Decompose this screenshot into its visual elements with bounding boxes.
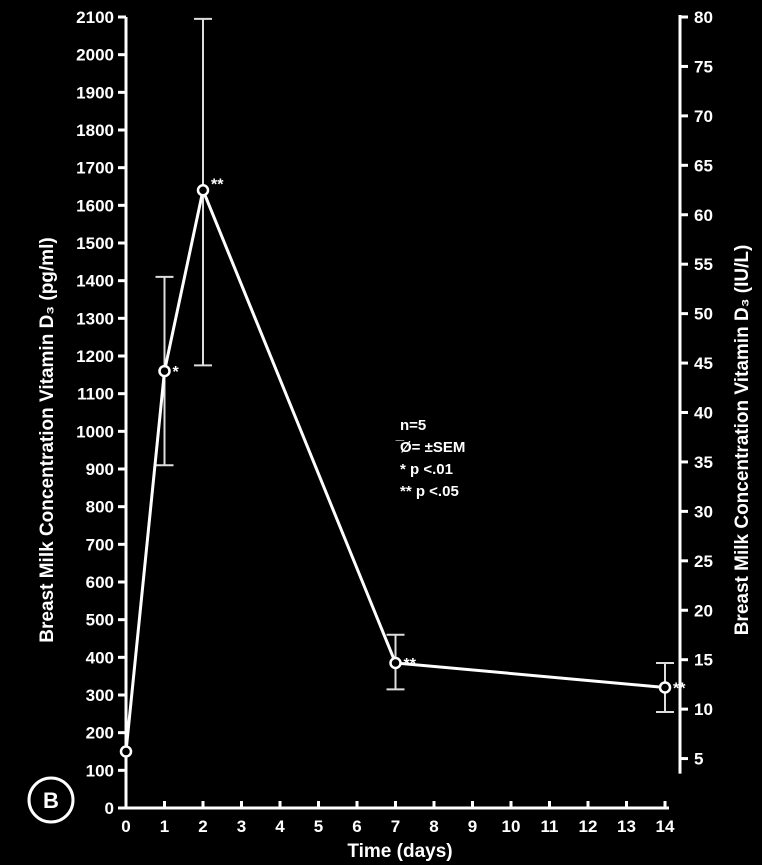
- x-tick-label: 9: [468, 817, 477, 836]
- significance-mark: *: [173, 364, 180, 381]
- panel-label-text: B: [43, 788, 59, 813]
- y-left-tick-label: 1400: [76, 272, 114, 291]
- data-point: [196, 184, 210, 197]
- y-right-tick-label: 55: [694, 255, 713, 274]
- data-point: [389, 656, 402, 670]
- data-point: [158, 364, 171, 378]
- x-tick-label: 6: [352, 817, 361, 836]
- y-right-tick-label: 40: [694, 404, 713, 423]
- plot-area: 0 1 2 3 4 5 6 7 8 9 10 11 12 13 14 0100200300400500600…: [76, 8, 713, 836]
- y-right-tick-label: 65: [694, 156, 713, 175]
- x-tick-label: 8: [429, 817, 438, 836]
- significance-mark: **: [211, 176, 224, 193]
- annotation-line-1: n=5: [400, 417, 426, 434]
- y-right-tick-label: 75: [694, 57, 713, 76]
- x-tick-label: 14: [656, 817, 675, 836]
- x-tick-label: 2: [198, 817, 207, 836]
- y-left-tick-label: 600: [86, 573, 114, 592]
- x-ticks: 0 1 2 3 4 5 6 7 8 9 10 11 12 13 14: [121, 801, 675, 836]
- y-left-tick-label: 0: [105, 799, 114, 818]
- x-tick-label: 7: [391, 817, 400, 836]
- y-axis-left-title: Breast Milk Concentration Vitamin D₃ (pg…: [37, 237, 58, 642]
- y-left-tick-label: 300: [86, 686, 114, 705]
- y-left-tick-label: 1200: [76, 347, 114, 366]
- error-bars: [155, 17, 674, 713]
- y-left-tick-label: 100: [86, 761, 114, 780]
- y-right-tick-label: 45: [694, 354, 713, 373]
- y-left-tick-label: 500: [86, 611, 114, 630]
- y-left-tick-label: 1000: [76, 422, 114, 441]
- x-tick-label: 13: [617, 817, 636, 836]
- panel-label-circle: [27, 776, 75, 824]
- y-right-tick-label: 5: [694, 750, 703, 769]
- y-left-tick-label: 1700: [76, 159, 114, 178]
- y-right-tick-label: 60: [694, 206, 713, 225]
- y-left-tick-label: 200: [86, 724, 114, 743]
- y-left-tick-label: 1900: [76, 83, 114, 102]
- y-left-tick-label: 1100: [77, 385, 114, 404]
- y-right-ticks: 5 10 15 20 25 30 35 40 45 50 55 60 65 70 75 80: [680, 8, 713, 769]
- y-left-tick-label: 1800: [76, 121, 114, 140]
- y-right-tick-label: 10: [694, 700, 713, 719]
- significance-marks: *******: [173, 176, 687, 697]
- x-tick-label: 5: [314, 817, 323, 836]
- y-left-tick-label: 1600: [76, 196, 114, 215]
- y-left-tick-label: 1300: [76, 309, 114, 328]
- annotation-line-4: ** p <.05: [400, 483, 459, 500]
- x-tick-label: 12: [579, 817, 598, 836]
- x-tick-label: 1: [160, 817, 169, 836]
- y-right-tick-label: 80: [694, 8, 713, 27]
- y-axis-right-title: Breast Milk Concentration Vitamin D₃ (IU…: [732, 245, 753, 636]
- data-point: [119, 745, 133, 758]
- panel-label: B: [27, 776, 75, 824]
- y-left-tick-label: 700: [86, 535, 114, 554]
- y-left-tick-label: 400: [86, 648, 114, 667]
- y-left-tick-label: 2100: [76, 8, 114, 27]
- y-left-tick-label: 2000: [76, 46, 114, 65]
- y-right-tick-label: 35: [694, 453, 713, 472]
- x-tick-label: 3: [237, 817, 246, 836]
- y-right-tick-label: 70: [694, 107, 713, 126]
- y-left-ticks: 0 100 200 300 400 500 600 700 800 900 1000 1100 1200…: [76, 8, 126, 818]
- y-right-tick-label: 20: [694, 601, 713, 620]
- x-tick-label: 11: [541, 817, 559, 836]
- annotation-line-2: ̅Ø= ±SEM: [395, 439, 465, 456]
- x-tick-label: 0: [121, 817, 130, 836]
- significance-mark: **: [673, 680, 686, 697]
- y-right-tick-label: 25: [694, 552, 713, 571]
- y-right-tick-label: 15: [694, 651, 713, 670]
- significance-mark: **: [404, 656, 417, 673]
- y-left-tick-label: 800: [86, 498, 114, 517]
- x-tick-label: 4: [275, 817, 285, 836]
- y-right-tick-label: 30: [694, 502, 713, 521]
- data-point: [658, 681, 672, 694]
- x-tick-label: 10: [502, 817, 521, 836]
- annotation-line-3: * p <.01: [400, 461, 453, 478]
- data-points: [119, 184, 672, 758]
- legend-annotation: n=5 ̅Ø= ±SEM * p <.01 ** p <.05: [395, 417, 465, 500]
- y-left-tick-label: 1500: [76, 234, 114, 253]
- y-right-tick-label: 50: [694, 305, 713, 324]
- x-axis-title: Time (days): [347, 841, 452, 862]
- y-left-tick-label: 900: [86, 460, 114, 479]
